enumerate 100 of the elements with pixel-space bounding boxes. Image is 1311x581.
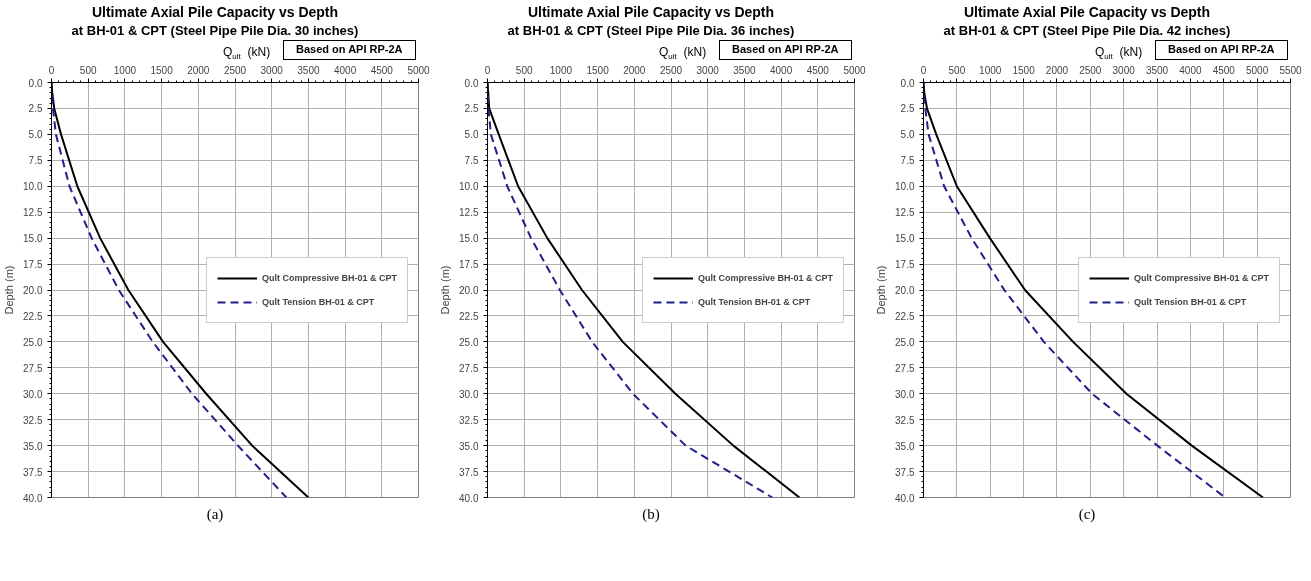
y-tick-label: 37.5 [895,466,915,478]
legend-label: Qult Compressive BH-01 & CPT [697,272,833,283]
x-tick-label: 1000 [113,64,137,76]
chart-subtitle: at BH-01 & CPT (Steel Pipe Pile Dia. 30 inches) [70,22,360,40]
text: (a) [205,505,225,524]
x-tick-label: 3000 [260,64,284,76]
x-tick-label: 1500 [1012,64,1036,76]
y-tick-label: 5.0 [900,129,915,141]
x-tick-label: 1000 [979,64,1002,76]
text: Based on API RP-2A [1155,40,1288,60]
y-tick-label: 20.0 [459,285,479,296]
y-tick-label: 35.0 [895,440,915,452]
y-tick-label: 12.5 [23,207,43,219]
y-tick-label: 40.0 [459,492,479,504]
y-axis-title: Depth (m) [875,265,888,315]
y-tick-label: 25.0 [459,336,479,348]
y-tick-label: 20.0 [895,285,915,296]
y-tick-label: 27.5 [459,362,479,374]
y-tick-label: 40.0 [895,492,915,504]
x-tick-label: 2500 [1079,64,1102,76]
text: (b) [641,505,661,524]
x-axis-title: Q$_{ult}$ (kN) [223,44,271,63]
x-tick-label: 2500 [659,64,683,76]
y-tick-label: 0.0 [28,77,43,89]
x-tick-label: 1500 [586,64,610,76]
x-tick-label: 3500 [297,64,320,76]
text: Based on API RP-2A [283,40,416,60]
x-tick-label: 500 [948,64,966,76]
y-tick-label: 40.0 [23,492,43,504]
y-tick-label: 32.5 [895,414,915,426]
x-tick-label: 0 [48,64,55,76]
x-tick-label: 5000 [407,64,431,76]
y-tick-label: 10.0 [895,181,915,193]
y-tick-label: 30.0 [895,388,915,400]
x-tick-label: 1000 [549,64,573,76]
y-tick-label: 25.0 [23,336,43,348]
x-tick-label: 2000 [187,64,210,76]
y-tick-label: 17.5 [459,259,479,271]
y-tick-label: 27.5 [23,362,43,374]
x-tick-label: 4500 [806,64,830,76]
y-tick-label: 32.5 [459,414,479,426]
y-tick-label: 10.0 [459,181,479,193]
y-tick-label: 2.5 [900,103,915,115]
y-tick-label: 15.0 [459,233,479,245]
chart-title: Ultimate Axial Pile Capacity vs Depth [526,3,776,22]
y-tick-label: 22.5 [895,310,915,322]
y-tick-label: 10.0 [23,181,43,193]
y-tick-label: 17.5 [895,259,915,271]
x-tick-label: 2000 [623,64,646,76]
text: Based on API RP-2A [719,40,852,60]
y-tick-label: 5.0 [464,129,479,141]
y-tick-label: 2.5 [464,103,479,115]
y-axis-title: Depth (m) [3,265,16,315]
x-tick-label: 5000 [1246,64,1269,76]
legend-label: Qult Compressive BH-01 & CPT [1133,272,1269,283]
chart-title: Ultimate Axial Pile Capacity vs Depth [90,3,340,22]
y-tick-label: 7.5 [28,155,43,167]
y-tick-label: 0.0 [900,77,915,89]
legend-label: Qult Tension BH-01 & CPT [261,296,375,307]
y-tick-label: 12.5 [895,207,915,219]
y-tick-label: 17.5 [23,259,43,271]
x-tick-label: 4500 [370,64,394,76]
y-tick-label: 2.5 [28,103,43,115]
x-tick-label: 4000 [333,64,357,76]
x-axis-title: Q$_{ult}$ (kN) [659,44,707,63]
y-tick-label: 37.5 [459,466,479,478]
y-tick-label: 32.5 [23,414,43,426]
y-tick-label: 12.5 [459,207,479,219]
y-tick-label: 7.5 [900,155,915,167]
y-tick-label: 30.0 [23,388,43,400]
x-tick-label: 5500 [1279,64,1303,76]
legend-label: Qult Tension BH-01 & CPT [1133,296,1247,307]
x-tick-label: 0 [920,64,927,76]
chart-title: Ultimate Axial Pile Capacity vs Depth [962,3,1212,22]
y-tick-label: 35.0 [459,440,479,452]
x-tick-label: 1500 [150,64,174,76]
y-tick-label: 35.0 [23,440,43,452]
y-tick-label: 5.0 [28,129,43,141]
x-tick-label: 5000 [843,64,867,76]
y-tick-label: 25.0 [895,336,915,348]
chart-subtitle: at BH-01 & CPT (Steel Pipe Pile Dia. 36 inches) [506,22,796,40]
legend-label: Qult Tension BH-01 & CPT [697,296,811,307]
x-tick-label: 3500 [1145,64,1169,76]
x-tick-label: 2000 [1045,64,1069,76]
x-tick-label: 0 [484,64,491,76]
x-tick-label: 4500 [1212,64,1236,76]
x-tick-label: 3000 [696,64,720,76]
x-tick-label: 3500 [733,64,756,76]
x-tick-label: 500 [79,64,97,76]
x-tick-label: 2500 [223,64,247,76]
y-tick-label: 37.5 [23,466,43,478]
x-tick-label: 4000 [769,64,793,76]
y-tick-label: 30.0 [459,388,479,400]
x-tick-label: 3000 [1112,64,1136,76]
x-tick-label: 4000 [1179,64,1202,76]
chart-subtitle: at BH-01 & CPT (Steel Pipe Pile Dia. 42 inches) [942,22,1232,40]
text: (c) [1077,505,1097,524]
y-tick-label: 0.0 [464,77,479,89]
y-tick-label: 22.5 [23,310,43,322]
y-tick-label: 27.5 [895,362,915,374]
